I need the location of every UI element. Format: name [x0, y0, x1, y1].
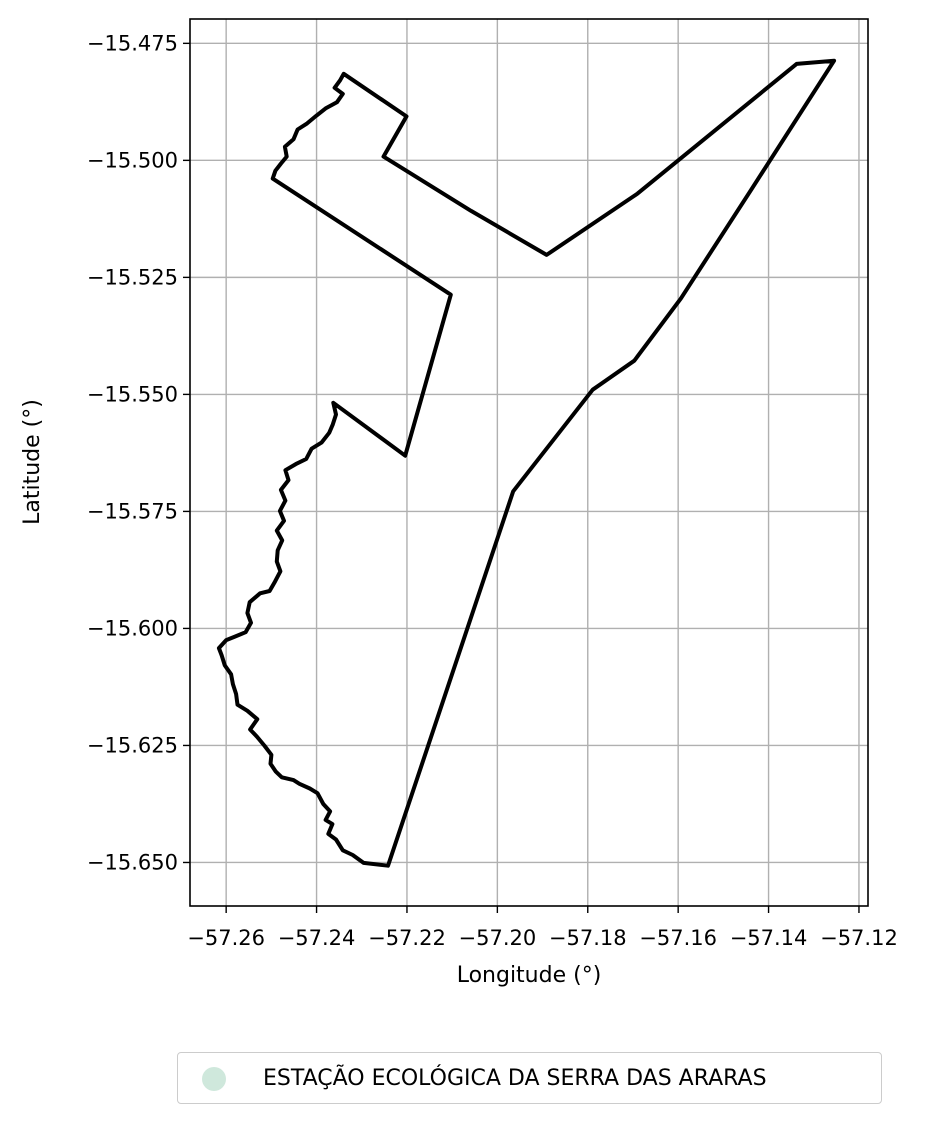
x-tick-label: −57.20	[459, 926, 537, 950]
y-tick-label: −15.525	[87, 265, 178, 289]
x-tick-labels: −57.26 −57.24 −57.22 −57.20 −57.18 −57.16 −57.…	[187, 906, 898, 950]
legend-marker-icon	[202, 1067, 226, 1091]
axes-frame	[189, 18, 869, 907]
legend-label: ESTAÇÃO ECOLÓGICA DA SERRA DAS ARARAS	[263, 1066, 767, 1091]
y-tick-label: −15.575	[87, 499, 178, 523]
y-axis-label: Latitude (°)	[20, 399, 45, 525]
y-tick-label: −15.600	[87, 616, 178, 640]
x-tick-label: −57.26	[187, 926, 265, 950]
y-tick-label: −15.475	[87, 31, 178, 55]
y-tick-label: −15.500	[87, 148, 178, 172]
x-axis-label: Longitude (°)	[457, 963, 602, 988]
y-tick-label: −15.650	[87, 850, 178, 874]
x-tick-label: −57.22	[368, 926, 446, 950]
y-tick-labels: −15.475 −15.500 −15.525 −15.550 −15.575 −15.6…	[87, 31, 190, 874]
grid-lines	[190, 19, 868, 906]
x-tick-label: −57.18	[549, 926, 627, 950]
y-tick-label: −15.625	[87, 733, 178, 757]
x-tick-label: −57.12	[820, 926, 898, 950]
protected-area-boundary	[216, 58, 837, 868]
map-plot: −57.26 −57.24 −57.22 −57.20 −57.18 −57.16 −57.…	[20, 18, 898, 988]
x-tick-label: −57.16	[639, 926, 717, 950]
y-tick-label: −15.550	[87, 382, 178, 406]
boundary-layer	[216, 58, 837, 868]
x-tick-label: −57.14	[730, 926, 808, 950]
legend: ESTAÇÃO ECOLÓGICA DA SERRA DAS ARARAS	[177, 1052, 882, 1104]
axes-background	[190, 19, 868, 906]
x-tick-label: −57.24	[278, 926, 356, 950]
